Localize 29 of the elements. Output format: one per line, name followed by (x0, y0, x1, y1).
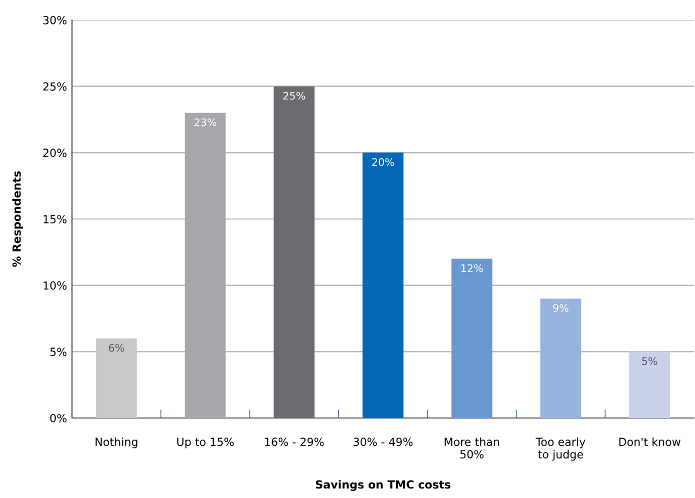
y-tick-label: 30% (43, 16, 67, 24)
y-tick-label: 20% (43, 148, 67, 158)
y-tick-label: 10% (44, 281, 67, 290)
bar (451, 258, 492, 418)
x-axis-title: Savings on TMC costs (316, 480, 450, 491)
bar (96, 338, 137, 418)
data-label: 12% (461, 264, 483, 272)
x-tick-label: 30% - 49% (354, 438, 413, 446)
data-label: 20% (372, 158, 394, 166)
bar (629, 352, 670, 418)
x-tick-label: 16% - 29% (265, 438, 324, 446)
bar (362, 152, 404, 418)
data-label: 5% (642, 357, 658, 366)
data-label: 25% (283, 92, 306, 100)
y-axis-title: % Respondents (12, 171, 23, 267)
data-label: 9% (553, 304, 568, 312)
y-tick-label: 25% (43, 82, 67, 91)
x-tick-label: More than 50% (444, 437, 500, 458)
data-label: 23% (194, 118, 216, 126)
x-tick-label: Don't know (619, 437, 680, 446)
y-tick-label: 15% (44, 214, 67, 224)
x-tick-label: Up to 15% (177, 438, 234, 448)
y-tick-label: 5% (50, 348, 67, 356)
x-tick-label: Nothing (96, 437, 138, 448)
data-label: 6% (108, 344, 124, 352)
x-tick-label: Too early to judge (536, 437, 586, 461)
y-tick-label: 0% (50, 414, 67, 422)
bar (540, 298, 582, 418)
bar (274, 86, 315, 418)
